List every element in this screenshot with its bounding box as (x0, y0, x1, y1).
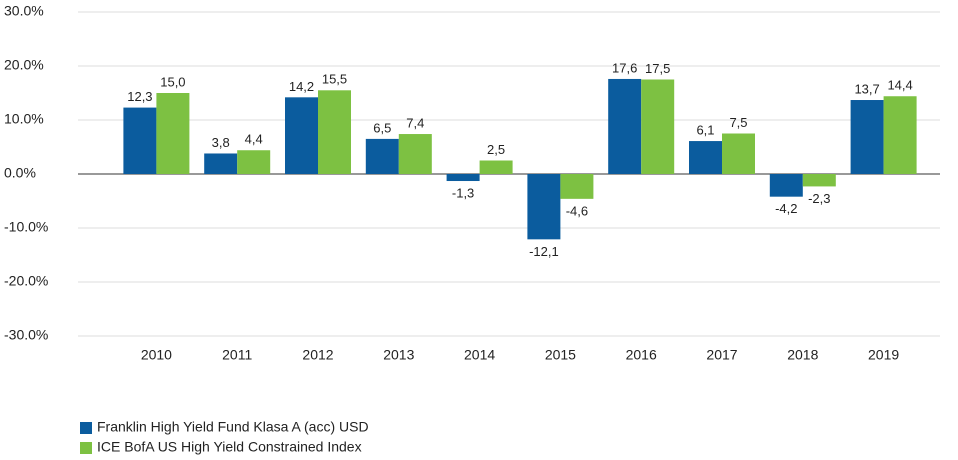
value-label: 15,5 (322, 72, 347, 87)
bar (237, 150, 271, 174)
bar (850, 100, 884, 174)
value-label: 14,2 (289, 79, 314, 94)
x-tick-label: 2019 (868, 347, 899, 363)
bar (689, 141, 722, 174)
y-tick-label: 30.0% (4, 3, 44, 19)
bar (285, 97, 318, 174)
legend-swatch (80, 422, 92, 434)
bar (883, 96, 917, 174)
x-tick-label: 2012 (302, 347, 333, 363)
value-label: 3,8 (212, 135, 230, 150)
value-label: -4,6 (566, 203, 588, 218)
x-tick-label: 2011 (222, 347, 252, 363)
bar (204, 153, 238, 174)
x-tick-label: 2017 (706, 347, 737, 363)
value-label: 15,0 (160, 74, 185, 89)
bar (123, 107, 157, 174)
bar (156, 93, 190, 174)
value-label: 4,4 (245, 132, 263, 147)
x-tick-label: 2018 (787, 347, 818, 363)
value-label: 7,4 (406, 115, 424, 130)
y-tick-label: 0.0% (4, 165, 36, 181)
y-tick-label: 10.0% (4, 111, 44, 127)
bar (398, 134, 432, 174)
y-tick-label: -20.0% (4, 273, 48, 289)
x-tick-label: 2015 (545, 347, 576, 363)
bar (769, 174, 803, 197)
value-label: 14,4 (887, 78, 912, 93)
bar (527, 174, 561, 240)
value-label: 2,5 (487, 142, 505, 157)
x-tick-label: 2014 (464, 347, 495, 363)
value-label: 6,5 (373, 120, 391, 135)
legend-swatch (80, 442, 92, 454)
y-tick-label: -30.0% (4, 327, 48, 343)
bar (446, 174, 480, 182)
bar (560, 174, 594, 199)
value-label: -4,2 (775, 201, 797, 216)
y-tick-label: -10.0% (4, 219, 48, 235)
legend-label: Franklin High Yield Fund Klasa A (acc) U… (97, 419, 369, 435)
value-label: 12,3 (127, 89, 152, 104)
x-tick-label: 2016 (626, 347, 657, 363)
value-label: 17,5 (645, 61, 670, 76)
value-label: 17,6 (612, 60, 637, 75)
value-label: 7,5 (729, 115, 747, 130)
bar (608, 78, 642, 174)
x-tick-label: 2010 (141, 347, 172, 363)
value-label: -1,3 (452, 185, 474, 200)
y-tick-label: 20.0% (4, 57, 44, 73)
bar (365, 138, 399, 174)
value-label: -12,1 (529, 244, 559, 259)
value-label: -2,3 (808, 191, 830, 206)
bar (802, 174, 836, 187)
x-tick-label: 2013 (383, 347, 414, 363)
legend-label: ICE BofA US High Yield Constrained Index (97, 439, 362, 455)
bar (318, 90, 351, 174)
bar (641, 79, 675, 174)
bar (479, 160, 513, 174)
bar (722, 133, 755, 174)
value-label: 13,7 (854, 81, 879, 96)
value-label: 6,1 (696, 122, 714, 137)
